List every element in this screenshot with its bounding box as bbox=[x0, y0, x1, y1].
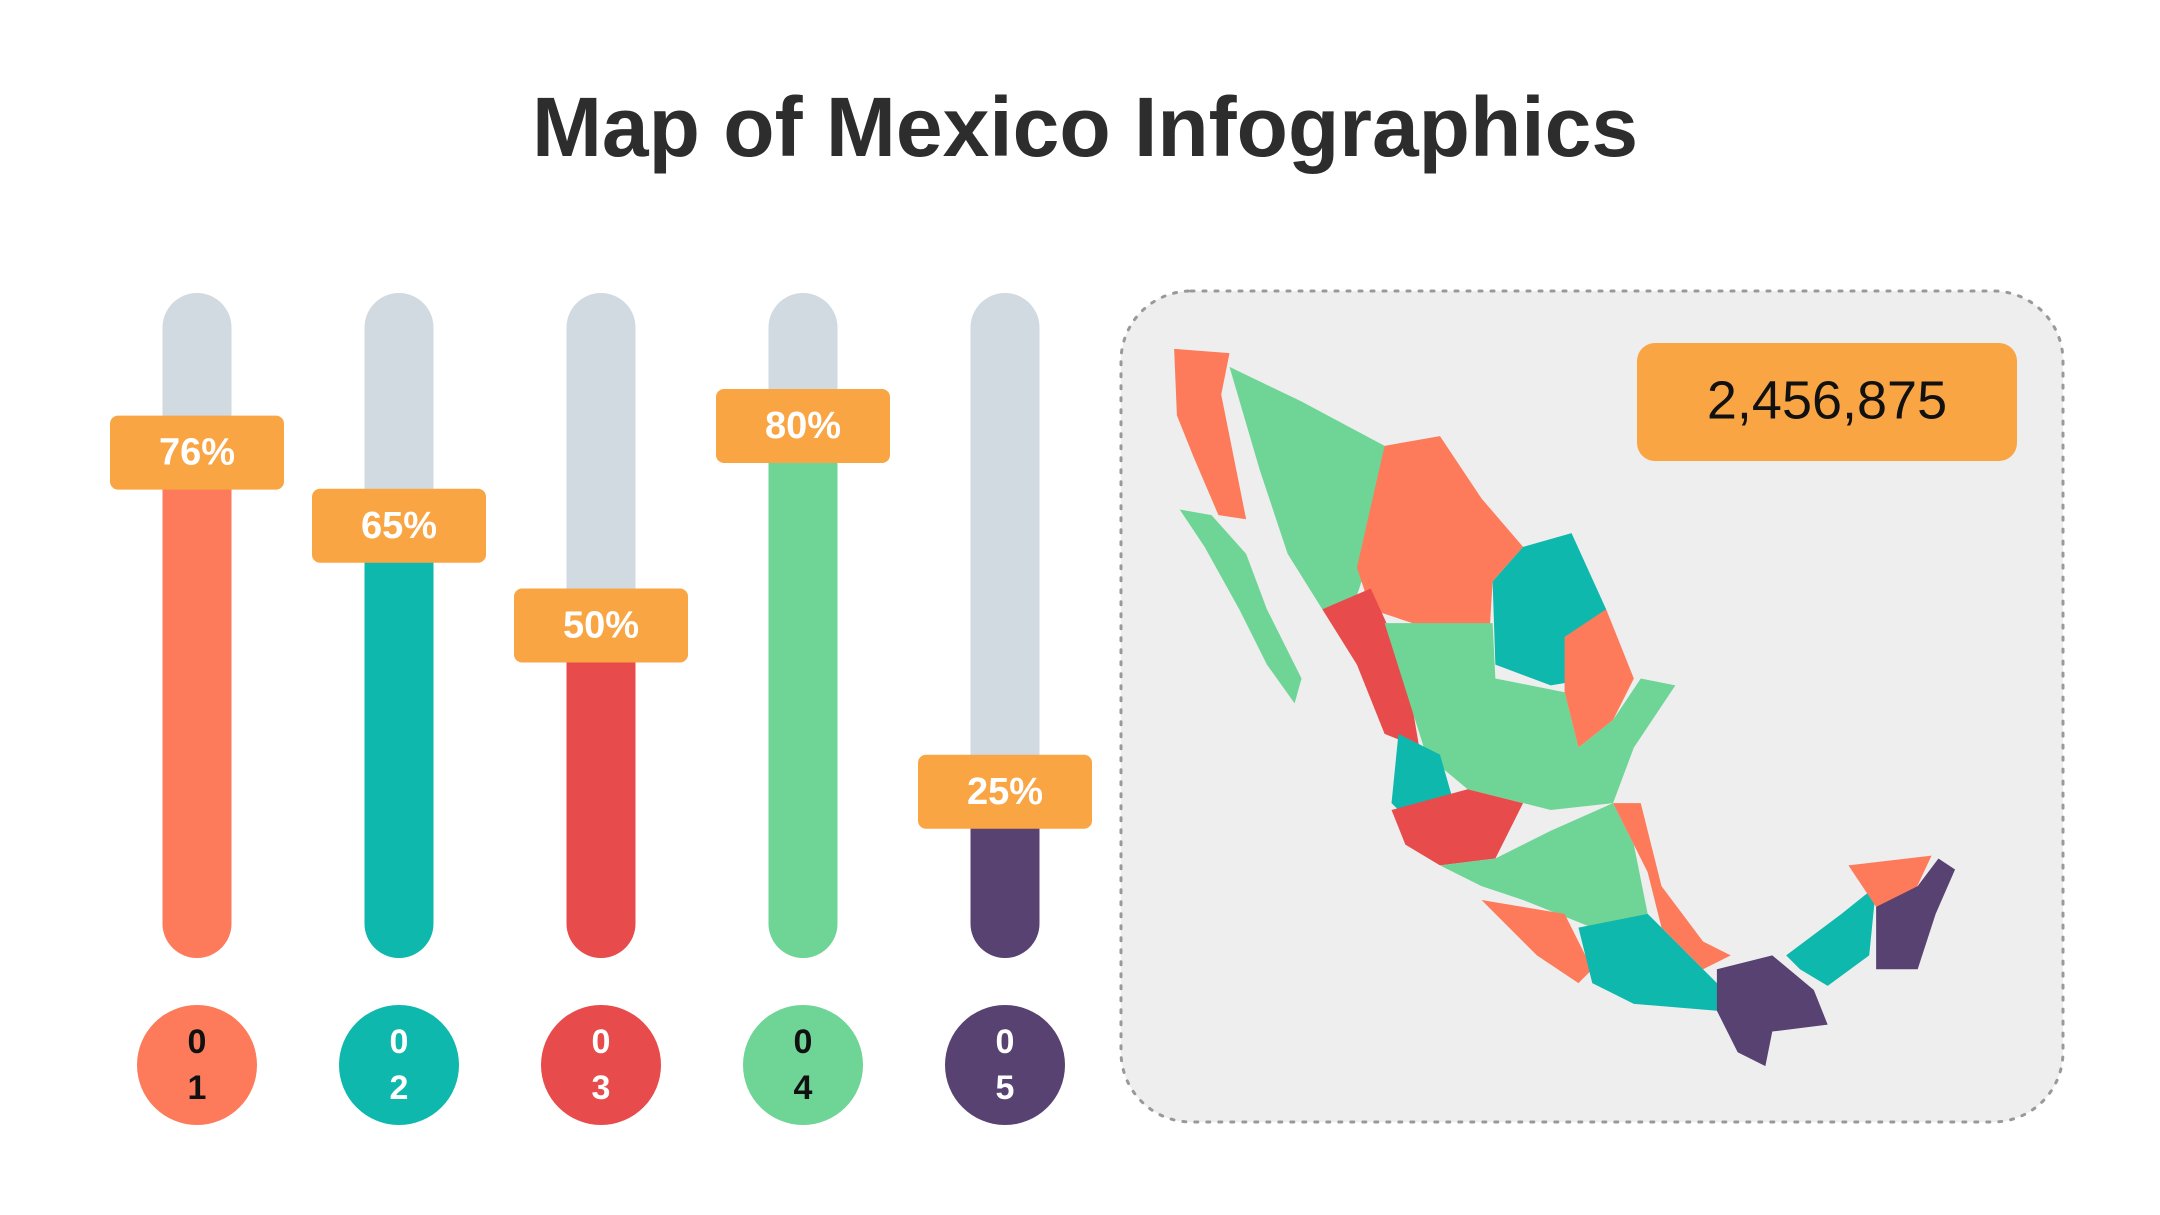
category-badge bbox=[339, 1005, 459, 1125]
value-label: 65% bbox=[361, 505, 437, 547]
value-label: 80% bbox=[765, 405, 841, 447]
category-label: 02 bbox=[389, 1023, 409, 1107]
category-badge bbox=[541, 1005, 661, 1125]
category-label: 03 bbox=[591, 1023, 611, 1107]
category-badge bbox=[743, 1005, 863, 1125]
category-label: 01 bbox=[187, 1023, 207, 1107]
value-label: 76% bbox=[159, 432, 235, 474]
bar bbox=[566, 625, 636, 958]
value-label: 25% bbox=[967, 771, 1043, 813]
stat-box bbox=[1637, 343, 2017, 461]
value-label-box bbox=[312, 488, 486, 563]
bar bbox=[162, 452, 232, 958]
bar bbox=[768, 426, 838, 958]
value-label-box bbox=[918, 754, 1092, 829]
mexico-map bbox=[1174, 348, 1956, 1067]
bar bbox=[970, 791, 1040, 958]
value-label: 50% bbox=[563, 605, 639, 647]
category-badge bbox=[945, 1005, 1065, 1125]
category-badge bbox=[137, 1005, 257, 1125]
chart-title: Map of Mexico Infographics bbox=[532, 80, 1638, 174]
value-label-box bbox=[716, 389, 890, 463]
stat-value: 2,456,875 bbox=[1707, 370, 1947, 430]
value-label-box bbox=[110, 415, 284, 490]
category-label: 05 bbox=[995, 1023, 1015, 1107]
value-label-box bbox=[514, 588, 688, 663]
category-label: 04 bbox=[793, 1023, 813, 1107]
bar bbox=[364, 525, 434, 958]
